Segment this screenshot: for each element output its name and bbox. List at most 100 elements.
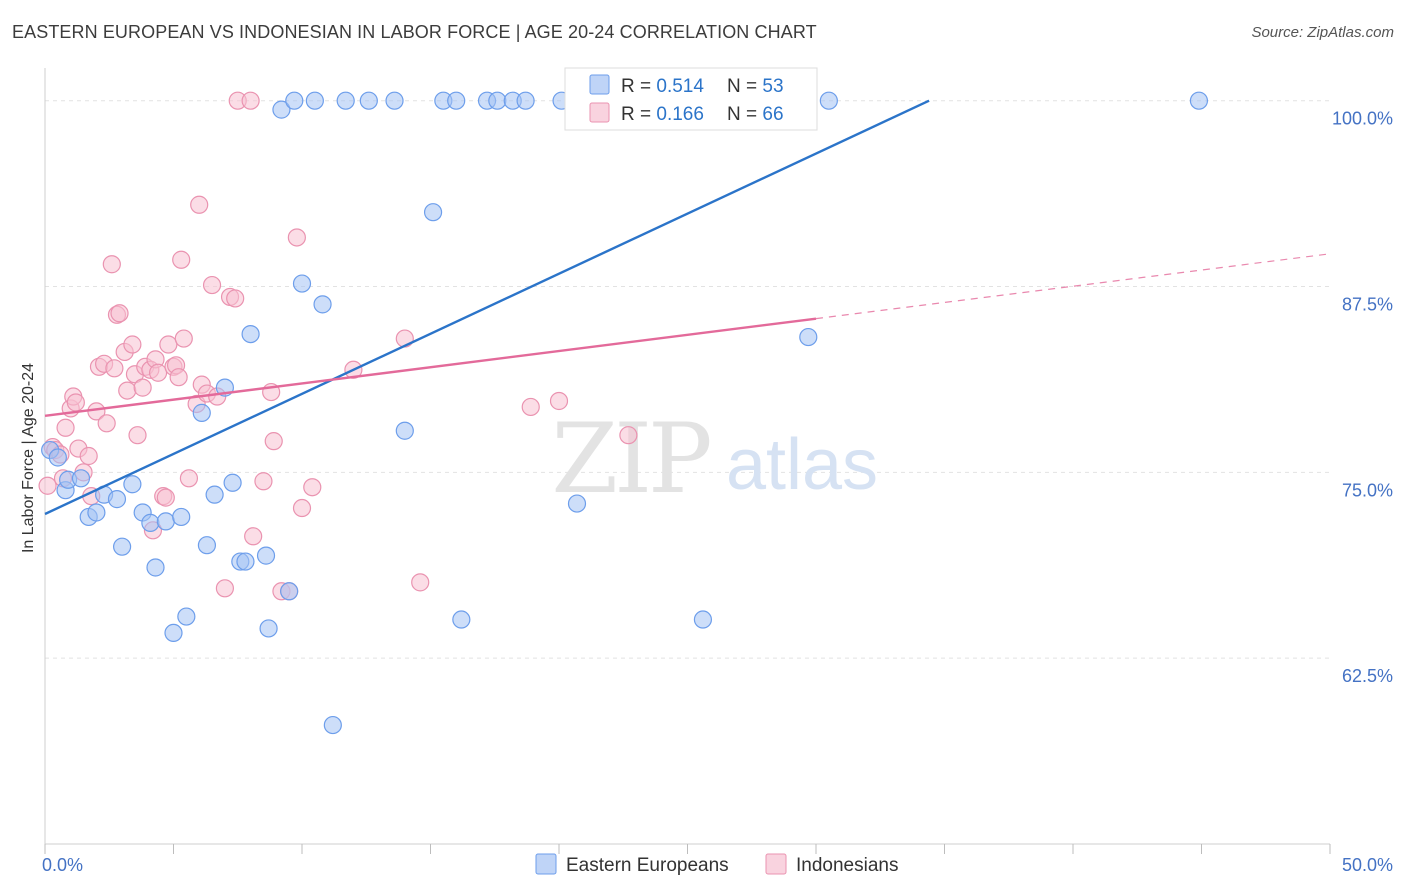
trend-lines	[44, 99, 1331, 516]
eastern-europeans-point-52	[1189, 91, 1209, 110]
bottom-legend-label-indonesians: Indonesians	[796, 855, 898, 876]
eastern-europeans-point-16	[172, 507, 191, 527]
indonesians-point-18	[105, 359, 124, 378]
eastern-europeans-point-12	[141, 513, 160, 532]
eastern-europeans-point-36	[359, 91, 378, 110]
bottom-legend: Eastern Europeans Indonesians	[535, 853, 898, 876]
eastern-europeans-point-22	[223, 473, 242, 492]
eastern-europeans-point-46	[516, 91, 535, 110]
eastern-europeans-point-8	[107, 490, 127, 509]
eastern-europeans-point-50	[799, 327, 818, 347]
legend-swatch-blue	[589, 74, 610, 95]
eastern-europeans-point-19	[197, 536, 217, 555]
eastern-europeans-point-20	[205, 485, 224, 504]
indonesians-point-23	[123, 335, 142, 354]
indonesians-point-25	[128, 426, 147, 445]
eastern-europeans-point-13	[146, 558, 165, 577]
eastern-europeans-point-15	[164, 623, 183, 643]
indonesians-point-31	[148, 363, 168, 382]
indonesians-point-40	[179, 469, 199, 488]
legend-r-label-2: R =	[621, 104, 656, 125]
svg-text:N = 66: N = 66	[727, 104, 784, 125]
indonesians-point-51	[241, 91, 260, 110]
y-tick-label-3: 62.5%	[1342, 666, 1393, 686]
chart-title: EASTERN EUROPEAN VS INDONESIAN IN LABOR …	[12, 22, 817, 42]
eastern-europeans-point-26	[256, 546, 276, 565]
bottom-legend-swatch-blue	[535, 853, 557, 875]
indonesians-point-60	[303, 478, 322, 497]
eastern-europeans-point-6	[87, 503, 106, 522]
axis-ticks	[44, 844, 1331, 854]
eastern-europeans-point-9	[112, 537, 132, 556]
eastern-europeans-point-38	[395, 421, 414, 440]
indonesians-point-16	[97, 414, 116, 433]
eastern-europeans-point-42	[452, 610, 471, 629]
legend-r-label-1: R =	[621, 76, 656, 97]
y-axis-label: In Labor Force | Age 20-24	[20, 363, 37, 553]
watermark: ZIP atlas	[551, 403, 878, 515]
indonesians-point-34	[159, 335, 178, 354]
indonesians-point-11	[79, 446, 98, 466]
indonesians-point-47	[215, 579, 234, 598]
legend-n-label-1: N =	[727, 76, 762, 97]
x-tick-label-1: 50.0%	[1342, 855, 1393, 875]
indonesians-point-17	[102, 255, 121, 274]
eastern-europeans-point-44	[488, 91, 507, 110]
y-tick-labels: 100.0% 87.5% 75.0% 62.5%	[1332, 109, 1393, 686]
eastern-europeans-trend-line	[44, 99, 930, 516]
indonesians-point-8	[66, 393, 85, 412]
indonesians-trend-line	[44, 317, 817, 418]
indonesians-point-59	[292, 498, 312, 518]
y-tick-label-0: 100.0%	[1332, 109, 1393, 129]
eastern-europeans-point-33	[313, 295, 332, 314]
legend-n-label-2: N =	[727, 104, 762, 125]
legend-n-value-2: 66	[762, 104, 783, 125]
indonesians-point-20	[110, 304, 129, 323]
indonesians-point-22	[118, 381, 137, 400]
indonesians-point-52	[244, 527, 263, 546]
eastern-europeans-point-1	[48, 448, 67, 467]
x-tick-labels: 0.0% 50.0%	[42, 855, 1393, 875]
eastern-europeans-point-4	[71, 469, 91, 488]
eastern-europeans-point-25	[241, 324, 260, 344]
bottom-legend-label-eastern-europeans: Eastern Europeans	[566, 855, 729, 876]
indonesians-point-0	[38, 476, 57, 495]
eastern-europeans-point-51	[819, 91, 838, 110]
indonesians-point-33	[156, 488, 175, 507]
indonesians-point-45	[202, 275, 222, 295]
eastern-europeans-point-10	[123, 475, 142, 494]
x-tick-label-0: 0.0%	[42, 855, 83, 875]
indonesians-point-49	[226, 289, 245, 308]
grid-lines	[45, 100, 1330, 659]
eastern-europeans-point-48	[567, 494, 587, 513]
indonesians-point-66	[619, 426, 638, 445]
source-label: Source: ZipAtlas.com	[1251, 24, 1394, 41]
svg-text:R = 0.514: R = 0.514	[621, 76, 704, 97]
eastern-europeans-point-18	[192, 403, 211, 422]
indonesians-point-65	[549, 391, 569, 411]
eastern-europeans-point-35	[336, 91, 355, 110]
indonesians-trend-line-extension	[815, 253, 1331, 320]
watermark-atlas: atlas	[726, 425, 878, 505]
legend: R = 0.514 N = 53 R = 0.166 N = 66	[564, 67, 818, 131]
legend-r-value-2: 0.166	[656, 104, 704, 125]
eastern-europeans-point-31	[292, 274, 312, 293]
eastern-europeans-point-17	[177, 607, 196, 626]
eastern-europeans-point-49	[693, 610, 713, 629]
legend-n-value-1: 53	[762, 76, 783, 97]
eastern-europeans-point-29	[280, 582, 299, 601]
eastern-europeans-point-37	[385, 91, 404, 110]
indonesians-point-64	[521, 397, 540, 417]
indonesians-point-5	[56, 418, 75, 437]
eastern-europeans-point-34	[323, 715, 342, 735]
indonesians-point-55	[264, 432, 283, 451]
svg-text:R = 0.166: R = 0.166	[621, 104, 704, 125]
eastern-europeans-point-14	[156, 512, 175, 531]
eastern-europeans-point-41	[447, 91, 466, 110]
svg-text:N = 53: N = 53	[727, 76, 784, 97]
legend-r-value-1: 0.514	[656, 76, 704, 97]
eastern-europeans-point-27	[259, 619, 278, 638]
indonesians-point-53	[254, 472, 273, 491]
indonesians-points	[38, 91, 638, 601]
